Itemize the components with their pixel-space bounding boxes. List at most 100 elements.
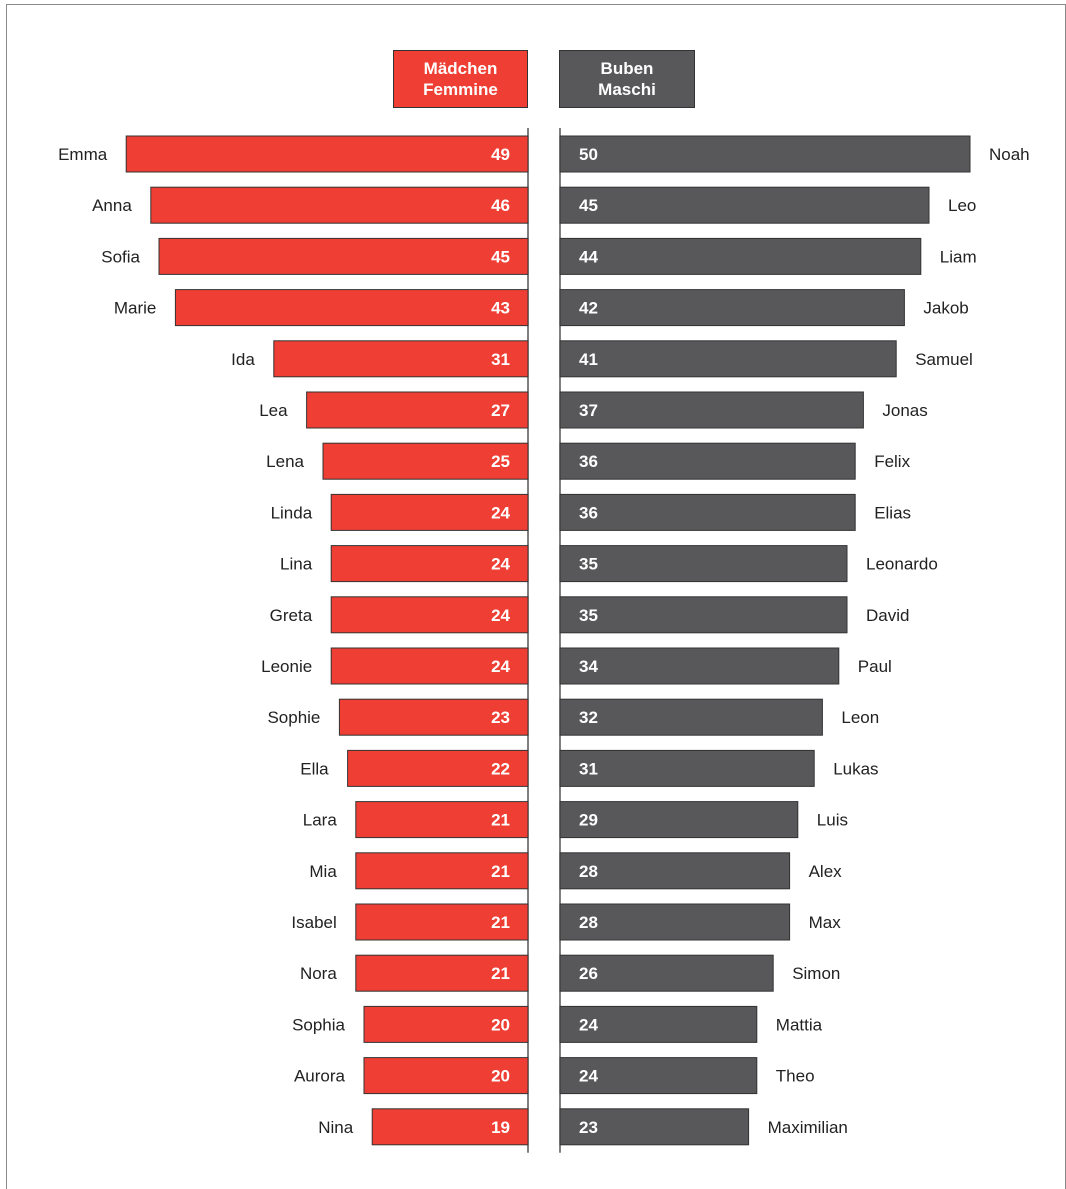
value-label-girls: 24: [491, 503, 510, 522]
value-label-boys: 35: [579, 555, 598, 574]
name-label-boys: David: [866, 606, 909, 625]
name-label-girls: Anna: [92, 196, 132, 215]
name-label-boys: Leo: [948, 196, 976, 215]
value-label-girls: 22: [491, 759, 510, 778]
name-label-girls: Sofia: [101, 247, 140, 266]
bar-girls: [330, 493, 529, 531]
name-label-girls: Greta: [270, 606, 313, 625]
name-label-boys: Jonas: [882, 401, 927, 420]
value-label-boys: 35: [579, 606, 598, 625]
value-label-girls: 21: [491, 964, 510, 983]
value-label-boys: 36: [579, 452, 598, 471]
value-label-boys: 28: [579, 862, 598, 881]
value-label-girls: 24: [491, 657, 510, 676]
name-label-boys: Max: [809, 913, 842, 932]
value-label-boys: 37: [579, 401, 598, 420]
bar-boys: [559, 647, 840, 685]
value-label-girls: 19: [491, 1118, 510, 1137]
bar-girls: [363, 1005, 529, 1043]
bar-girls: [150, 186, 529, 224]
bar-boys: [559, 749, 815, 787]
name-label-girls: Marie: [114, 299, 157, 318]
bar-boys: [559, 903, 791, 941]
value-label-boys: 44: [579, 247, 598, 266]
bar-boys: [559, 852, 791, 890]
value-label-girls: 25: [491, 452, 510, 471]
value-label-girls: 27: [491, 401, 510, 420]
name-label-boys: Liam: [940, 247, 977, 266]
name-label-girls: Ida: [231, 350, 255, 369]
bar-boys: [559, 289, 905, 327]
name-label-girls: Lena: [266, 452, 304, 471]
value-label-boys: 24: [579, 1067, 598, 1086]
bar-girls: [158, 237, 529, 275]
bar-girls: [306, 391, 529, 429]
name-label-boys: Maximilian: [768, 1118, 848, 1137]
bar-boys: [559, 545, 848, 583]
bar-boys: [559, 954, 774, 992]
bar-girls: [355, 903, 529, 941]
value-label-girls: 20: [491, 1067, 510, 1086]
value-label-boys: 29: [579, 811, 598, 830]
bar-girls: [174, 289, 529, 327]
bar-boys: [559, 391, 864, 429]
value-label-girls: 23: [491, 708, 510, 727]
bar-girls: [273, 340, 529, 378]
value-label-boys: 23: [579, 1118, 598, 1137]
name-label-boys: Leon: [841, 708, 879, 727]
name-label-boys: Theo: [776, 1067, 815, 1086]
bar-girls: [338, 698, 529, 736]
value-label-girls: 45: [491, 247, 510, 266]
bar-girls: [330, 545, 529, 583]
value-label-boys: 26: [579, 964, 598, 983]
name-label-boys: Mattia: [776, 1015, 823, 1034]
legend-girls: Mädchen Femmine: [393, 50, 528, 108]
bar-boys: [559, 442, 856, 480]
bar-boys: [559, 186, 930, 224]
bar-girls: [363, 1057, 529, 1095]
name-label-boys: Paul: [858, 657, 892, 676]
name-label-girls: Sophia: [292, 1015, 345, 1034]
value-label-boys: 28: [579, 913, 598, 932]
name-label-girls: Leonie: [261, 657, 312, 676]
name-label-boys: Leonardo: [866, 555, 938, 574]
legend-girls-line-2: Femmine: [423, 80, 498, 99]
name-label-boys: Noah: [989, 145, 1030, 164]
name-label-girls: Mia: [309, 862, 337, 881]
legend-boys: Buben Maschi: [559, 50, 695, 108]
name-label-girls: Sophie: [267, 708, 320, 727]
name-label-boys: Felix: [874, 452, 910, 471]
bar-boys: [559, 801, 799, 839]
legend-girls-line-1: Mädchen: [423, 59, 498, 78]
name-label-boys: Jakob: [923, 299, 968, 318]
value-label-girls: 43: [491, 299, 510, 318]
value-label-boys: 31: [579, 759, 598, 778]
name-label-girls: Emma: [58, 145, 108, 164]
value-label-boys: 24: [579, 1015, 598, 1034]
name-label-boys: Samuel: [915, 350, 973, 369]
name-label-girls: Isabel: [291, 913, 336, 932]
bar-boys: [559, 698, 823, 736]
value-label-girls: 24: [491, 555, 510, 574]
bar-girls: [330, 596, 529, 634]
bar-boys: [559, 135, 971, 173]
name-label-girls: Lara: [303, 811, 338, 830]
bar-girls: [355, 954, 529, 992]
value-label-boys: 45: [579, 196, 598, 215]
value-label-boys: 36: [579, 503, 598, 522]
name-label-girls: Ella: [300, 759, 329, 778]
bar-girls: [355, 852, 529, 890]
value-label-boys: 50: [579, 145, 598, 164]
bar-boys: [559, 1108, 750, 1146]
legend-boys-line-1: Buben: [600, 59, 654, 78]
bar-boys: [559, 340, 897, 378]
bar-girls: [355, 801, 529, 839]
value-label-girls: 31: [491, 350, 510, 369]
bar-boys: [559, 493, 856, 531]
name-label-boys: Simon: [792, 964, 840, 983]
value-label-boys: 34: [579, 657, 598, 676]
value-label-girls: 21: [491, 811, 510, 830]
value-label-boys: 42: [579, 299, 598, 318]
bar-girls: [125, 135, 529, 173]
